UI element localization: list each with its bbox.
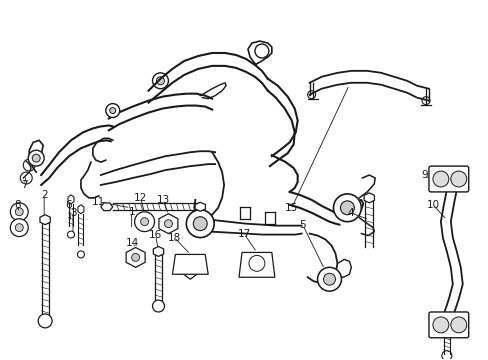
Polygon shape bbox=[68, 195, 74, 204]
Circle shape bbox=[340, 201, 354, 215]
Polygon shape bbox=[239, 252, 274, 277]
Text: 9: 9 bbox=[421, 170, 427, 180]
Circle shape bbox=[10, 203, 28, 221]
Circle shape bbox=[450, 171, 466, 187]
Circle shape bbox=[317, 267, 341, 291]
Text: 17: 17 bbox=[237, 229, 250, 239]
Circle shape bbox=[134, 212, 154, 231]
Polygon shape bbox=[40, 215, 50, 225]
Circle shape bbox=[254, 44, 268, 58]
Circle shape bbox=[441, 351, 451, 360]
Text: 13: 13 bbox=[157, 195, 170, 205]
Text: 14: 14 bbox=[126, 238, 139, 248]
Text: 3: 3 bbox=[69, 208, 76, 218]
Circle shape bbox=[77, 251, 84, 258]
Circle shape bbox=[323, 273, 335, 285]
Text: 1: 1 bbox=[128, 207, 135, 217]
Circle shape bbox=[67, 231, 74, 238]
Polygon shape bbox=[101, 203, 113, 211]
Text: 11: 11 bbox=[92, 197, 105, 207]
Circle shape bbox=[193, 217, 207, 231]
Text: 10: 10 bbox=[426, 200, 439, 210]
Text: 12: 12 bbox=[134, 193, 147, 203]
Circle shape bbox=[307, 91, 315, 99]
Polygon shape bbox=[126, 247, 145, 267]
Polygon shape bbox=[159, 214, 178, 234]
Circle shape bbox=[15, 224, 23, 231]
Circle shape bbox=[432, 317, 448, 333]
Circle shape bbox=[109, 108, 116, 113]
Circle shape bbox=[28, 150, 44, 166]
Circle shape bbox=[152, 73, 168, 89]
Circle shape bbox=[131, 253, 139, 261]
Circle shape bbox=[15, 208, 23, 216]
Text: 4: 4 bbox=[346, 208, 353, 218]
Circle shape bbox=[20, 172, 32, 184]
Polygon shape bbox=[78, 205, 84, 214]
Circle shape bbox=[23, 159, 35, 171]
Circle shape bbox=[10, 219, 28, 237]
Text: 2: 2 bbox=[41, 190, 47, 200]
Circle shape bbox=[164, 220, 172, 228]
Circle shape bbox=[421, 96, 429, 105]
Circle shape bbox=[156, 77, 164, 85]
Circle shape bbox=[38, 314, 52, 328]
Text: 8: 8 bbox=[14, 200, 20, 210]
Polygon shape bbox=[172, 255, 208, 274]
Circle shape bbox=[333, 194, 361, 222]
Circle shape bbox=[450, 317, 466, 333]
Circle shape bbox=[432, 171, 448, 187]
Circle shape bbox=[152, 300, 164, 312]
FancyBboxPatch shape bbox=[428, 166, 468, 192]
Circle shape bbox=[186, 210, 214, 238]
Circle shape bbox=[32, 154, 40, 162]
Circle shape bbox=[248, 255, 264, 271]
Text: 7: 7 bbox=[21, 180, 27, 190]
Text: 18: 18 bbox=[167, 233, 181, 243]
Text: 6: 6 bbox=[65, 200, 72, 210]
Circle shape bbox=[105, 104, 120, 117]
Polygon shape bbox=[153, 247, 163, 256]
Text: 16: 16 bbox=[148, 230, 162, 239]
Circle shape bbox=[141, 218, 148, 226]
Polygon shape bbox=[364, 193, 374, 203]
Polygon shape bbox=[195, 202, 205, 211]
FancyBboxPatch shape bbox=[428, 312, 468, 338]
Text: 15: 15 bbox=[285, 203, 298, 213]
Text: 5: 5 bbox=[299, 220, 305, 230]
